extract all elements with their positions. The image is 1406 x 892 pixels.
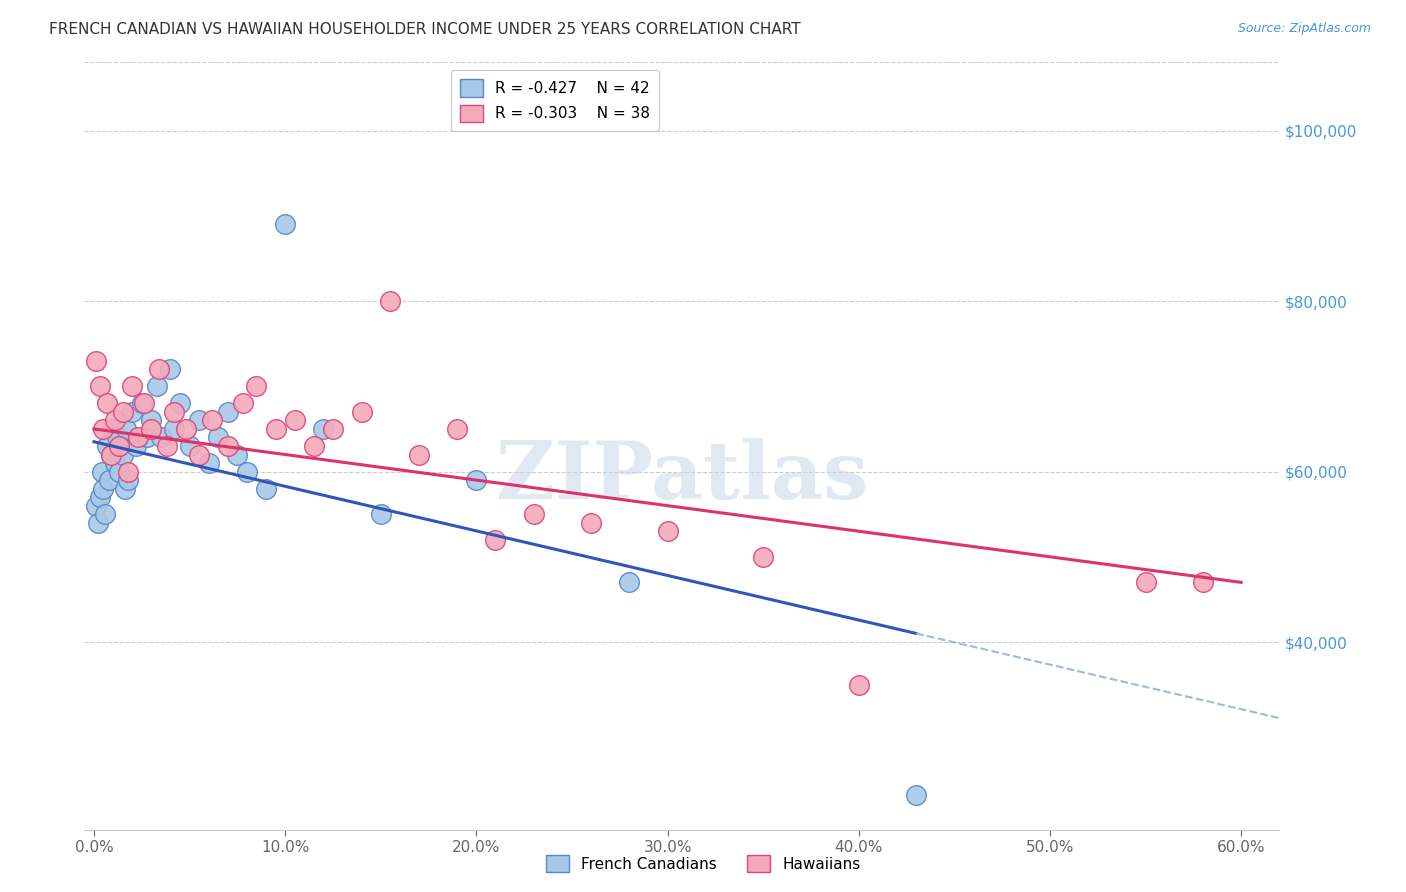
Point <box>169 396 191 410</box>
Point <box>232 396 254 410</box>
Point <box>96 439 118 453</box>
Point <box>159 362 181 376</box>
Point <box>752 549 775 564</box>
Point <box>100 448 122 462</box>
Point <box>148 362 170 376</box>
Point <box>619 575 641 590</box>
Point <box>322 422 344 436</box>
Point <box>523 507 546 521</box>
Point <box>121 379 143 393</box>
Point <box>217 439 239 453</box>
Point <box>101 422 124 436</box>
Point <box>163 422 186 436</box>
Point <box>131 396 153 410</box>
Point <box>465 473 488 487</box>
Point <box>302 439 325 453</box>
Point <box>111 448 134 462</box>
Point <box>117 465 139 479</box>
Point <box>84 353 107 368</box>
Point <box>188 448 211 462</box>
Point <box>107 465 129 479</box>
Legend: French Canadians, Hawaiians: French Canadians, Hawaiians <box>538 847 868 880</box>
Point <box>1192 575 1215 590</box>
Point <box>114 482 136 496</box>
Point <box>98 473 121 487</box>
Point <box>207 430 229 444</box>
Point <box>848 678 870 692</box>
Point <box>125 439 148 453</box>
Point <box>104 413 127 427</box>
Point <box>236 465 259 479</box>
Point <box>657 524 679 539</box>
Point <box>579 516 602 530</box>
Point <box>284 413 307 427</box>
Point <box>484 533 506 547</box>
Point <box>254 482 277 496</box>
Point <box>105 430 128 444</box>
Point <box>312 422 335 436</box>
Point <box>905 789 928 803</box>
Point <box>217 405 239 419</box>
Point <box>245 379 267 393</box>
Point <box>110 439 132 453</box>
Point <box>94 507 117 521</box>
Text: FRENCH CANADIAN VS HAWAIIAN HOUSEHOLDER INCOME UNDER 25 YEARS CORRELATION CHART: FRENCH CANADIAN VS HAWAIIAN HOUSEHOLDER … <box>49 22 801 37</box>
Point <box>132 396 155 410</box>
Point <box>100 448 122 462</box>
Legend: R = -0.427    N = 42, R = -0.303    N = 38: R = -0.427 N = 42, R = -0.303 N = 38 <box>450 70 659 131</box>
Text: Source: ZipAtlas.com: Source: ZipAtlas.com <box>1237 22 1371 36</box>
Point <box>197 456 219 470</box>
Point <box>264 422 287 436</box>
Point <box>90 465 112 479</box>
Point <box>84 499 107 513</box>
Point <box>179 439 201 453</box>
Point <box>141 422 163 436</box>
Point <box>93 422 115 436</box>
Point <box>111 405 134 419</box>
Point <box>1135 575 1157 590</box>
Point <box>350 405 373 419</box>
Point <box>104 456 127 470</box>
Point <box>107 439 129 453</box>
Point <box>155 439 177 453</box>
Point <box>121 405 143 419</box>
Point <box>380 294 402 309</box>
Point <box>201 413 224 427</box>
Text: ZIPatlas: ZIPatlas <box>496 438 868 516</box>
Point <box>87 516 110 530</box>
Point <box>174 422 197 436</box>
Point <box>93 482 115 496</box>
Point <box>115 422 138 436</box>
Point <box>127 430 149 444</box>
Point <box>188 413 211 427</box>
Point <box>141 413 163 427</box>
Point <box>89 379 111 393</box>
Point <box>149 430 172 444</box>
Point <box>136 430 159 444</box>
Point <box>370 507 392 521</box>
Point <box>89 490 111 504</box>
Point <box>117 473 139 487</box>
Point <box>146 379 169 393</box>
Point <box>274 218 297 232</box>
Point <box>408 448 430 462</box>
Point <box>163 405 186 419</box>
Point <box>226 448 249 462</box>
Point <box>446 422 468 436</box>
Point <box>96 396 118 410</box>
